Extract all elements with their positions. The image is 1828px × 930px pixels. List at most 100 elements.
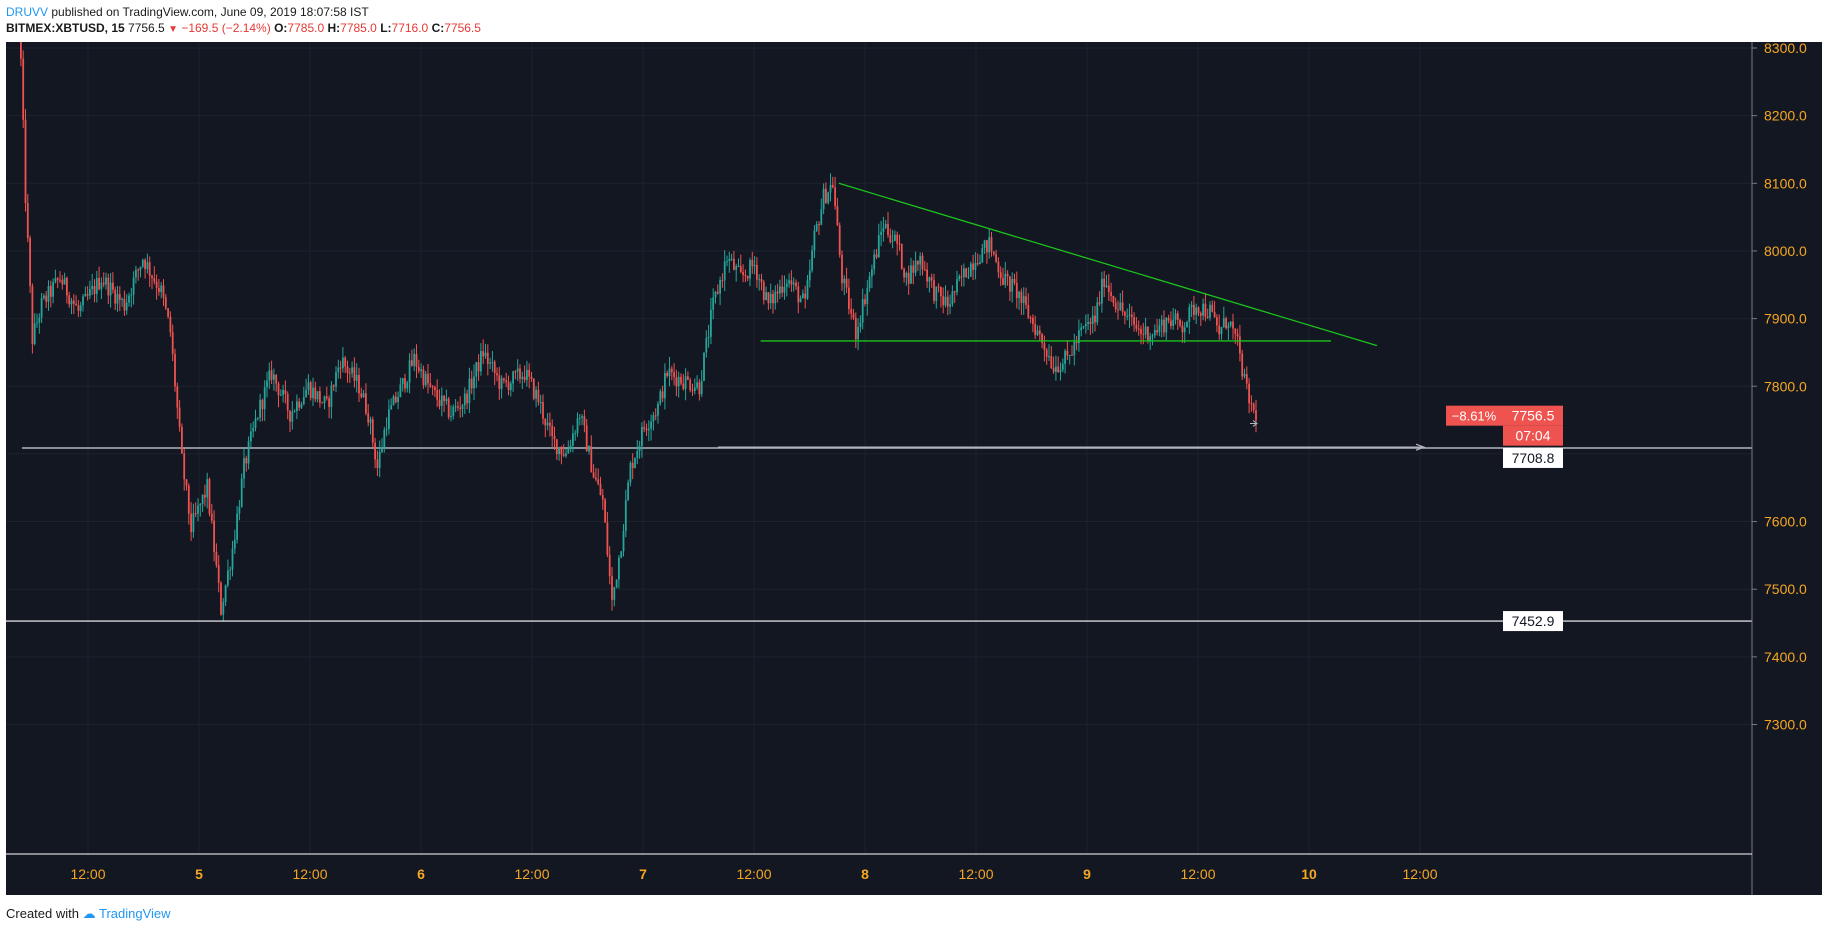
candle-body — [346, 366, 349, 373]
candle-body — [958, 276, 961, 280]
candle-body — [1211, 304, 1214, 312]
candle-body — [187, 485, 190, 514]
candle-body — [645, 428, 648, 431]
candle-body — [1078, 330, 1080, 344]
candle-body — [521, 376, 524, 379]
candle-body — [613, 587, 616, 600]
candle-body — [1068, 354, 1071, 356]
candle-body — [66, 278, 68, 296]
candle-body — [89, 289, 91, 296]
candle-body — [236, 513, 238, 540]
candle-body — [98, 277, 100, 290]
candle-body — [1206, 316, 1209, 318]
candle-body — [31, 285, 34, 344]
candle-body — [1234, 328, 1237, 334]
candle-body — [995, 254, 997, 262]
countdown-label: 07:04 — [1515, 428, 1550, 444]
candle-body — [496, 373, 498, 376]
candle-body — [319, 391, 321, 403]
candle-body — [394, 396, 397, 403]
candle-body — [86, 293, 89, 296]
time-tick-label: 12:00 — [958, 866, 993, 882]
candle-body — [848, 287, 850, 310]
candle-body — [512, 371, 514, 384]
candle-body — [475, 362, 478, 377]
candle-body — [1248, 383, 1250, 404]
candle-body — [284, 390, 287, 395]
tradingview-brand[interactable]: TradingView — [99, 906, 171, 921]
high-value: 7785.0 — [340, 21, 377, 35]
candle-body — [1199, 313, 1202, 316]
candle-body — [480, 351, 482, 372]
candle-body — [659, 391, 662, 404]
candle-body — [1197, 307, 1200, 314]
candle-body — [601, 495, 604, 500]
candle-body — [397, 397, 399, 403]
candle-body — [760, 279, 763, 283]
author-link[interactable]: DRUVV — [6, 5, 49, 19]
candle-body — [942, 296, 945, 306]
candle-body — [705, 338, 708, 353]
candle-body — [703, 352, 705, 381]
candle-body — [553, 436, 556, 440]
published-text: published on TradingView.com, June 09, 2… — [51, 5, 369, 19]
chart-area[interactable]: 8300.0 8200.0 8100.0 8000.0 7900.0 7800.0 7600… — [6, 0, 1822, 895]
candle-body — [638, 446, 641, 451]
price-axis[interactable]: 8300.0 8200.0 8100.0 8000.0 7900.0 7800.0 7600… — [1752, 40, 1807, 733]
candle-body — [624, 500, 627, 532]
candle-body — [1020, 291, 1023, 303]
candle-body — [411, 360, 413, 366]
candle-body — [243, 458, 245, 479]
candle-body — [712, 297, 715, 310]
candle-body — [569, 445, 572, 450]
candle-body — [981, 248, 984, 263]
candle-body — [949, 304, 951, 307]
candle-body — [72, 300, 75, 304]
price-tick-label: 7600.0 — [1764, 514, 1807, 530]
candle-body — [1087, 322, 1089, 324]
line-price-badge — [1503, 611, 1563, 632]
candle-body — [997, 261, 1000, 273]
candle-body — [859, 322, 862, 328]
candle-body — [427, 373, 429, 384]
price-tick-label: 8100.0 — [1764, 175, 1807, 191]
candle-body — [744, 275, 747, 277]
candle-body — [716, 291, 719, 294]
price-chart[interactable]: 8300.0 8200.0 8100.0 8000.0 7900.0 7800.0 7600… — [6, 0, 1822, 895]
candles-layer — [20, 0, 1257, 621]
candle-body — [565, 453, 567, 456]
candle-body — [438, 399, 441, 406]
candle-body — [868, 276, 871, 289]
candle-body — [91, 285, 94, 290]
candle-body — [643, 427, 646, 429]
candle-body — [1045, 349, 1048, 357]
candle-body — [866, 288, 869, 304]
candle-body — [70, 300, 73, 305]
candle-body — [95, 277, 98, 295]
candle-body — [1013, 278, 1016, 283]
candle-body — [910, 265, 912, 284]
candle-body — [118, 294, 121, 300]
candle-body — [344, 357, 347, 367]
close-label: C: — [431, 21, 445, 35]
candle-body — [167, 308, 169, 317]
candle-body — [388, 409, 390, 429]
candle-body — [383, 430, 386, 448]
descending-trendline[interactable] — [838, 182, 1378, 347]
candle-body — [1009, 276, 1011, 292]
candle-body — [112, 282, 114, 290]
candle-body — [631, 462, 634, 469]
candle-body — [378, 451, 381, 468]
time-axis[interactable]: 12:00 5 12:00 6 12:00 7 12:00 8 12:00 9 12:00 10 12:… — [70, 866, 1437, 882]
candle-body — [542, 402, 544, 419]
candle-body — [20, 0, 22, 59]
candle-body — [505, 380, 508, 383]
candle-body — [935, 286, 938, 301]
candle-body — [155, 281, 158, 288]
candle-body — [969, 263, 972, 277]
line-price-label-1: 7708.8 — [1512, 450, 1555, 466]
candle-body — [799, 298, 802, 303]
candle-body — [1128, 314, 1131, 316]
candle-body — [673, 372, 675, 378]
candle-body — [270, 370, 273, 380]
